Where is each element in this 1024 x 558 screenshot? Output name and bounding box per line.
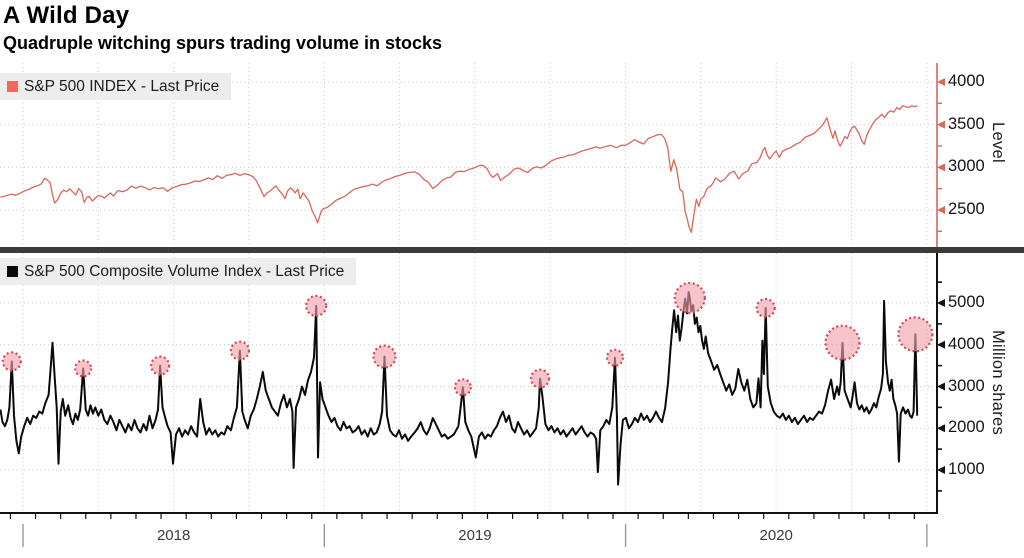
volume-tick-label: 4000	[948, 334, 985, 353]
price-tick-label: 3000	[948, 157, 985, 176]
price-tick-label: 2500	[948, 200, 985, 218]
axis-arrow-tick	[937, 340, 945, 349]
witching-day-marker	[824, 324, 861, 361]
axis-arrow-tick	[937, 78, 945, 86]
axis-arrow-tick	[937, 466, 945, 474]
axis-arrow-tick	[937, 206, 945, 214]
x-year-label: 2020	[759, 527, 793, 544]
witching-day-marker	[150, 355, 171, 376]
axis-arrow-tick	[937, 120, 945, 129]
witching-day-marker	[1, 351, 22, 372]
chart-subtitle: Quadruple witching spurs trading volume …	[3, 33, 443, 53]
axis-arrow-tick	[937, 163, 945, 172]
x-year-label: 2019	[458, 527, 492, 544]
price-tick-label: 3500	[948, 114, 985, 133]
witching-day-marker	[897, 316, 934, 353]
witching-day-marker	[229, 340, 250, 361]
volume-tick-label: 1000	[948, 460, 985, 478]
legend-swatch-red	[7, 81, 18, 92]
legend-sp500-label: S&P 500 INDEX - Last Price	[24, 77, 220, 95]
sp500-price-line	[0, 104, 918, 234]
axis-arrow-tick	[937, 424, 945, 433]
witching-day-marker	[305, 294, 328, 317]
witching-day-marker	[372, 344, 397, 369]
volume-tick-label: 3000	[948, 376, 985, 395]
legend-swatch-black	[7, 266, 18, 277]
chart-title: A Wild Day	[3, 2, 130, 29]
witching-day-marker	[74, 359, 93, 378]
volume-tick-label: 5000	[948, 293, 985, 311]
panel-divider	[0, 247, 1024, 253]
axis-arrow-tick	[937, 299, 945, 307]
volume-tick-label: 2000	[948, 418, 985, 437]
x-year-label: 2018	[156, 527, 191, 544]
witching-day-marker	[755, 297, 776, 319]
witching-day-marker	[529, 368, 551, 389]
witching-day-marker	[605, 348, 625, 367]
y-axis-title-million-shares: Million shares	[989, 330, 1007, 436]
axis-arrow-tick	[937, 382, 945, 391]
legend-volume-index: S&P 500 Composite Volume Index - Last Pr…	[0, 258, 357, 285]
volume-line	[0, 291, 919, 486]
y-axis-title-level: Level	[989, 122, 1007, 163]
witching-day-marker	[453, 378, 472, 397]
price-tick-label: 4000	[948, 72, 985, 90]
legend-sp500-index: S&P 500 INDEX - Last Price	[0, 73, 232, 100]
witching-day-marker	[673, 281, 706, 315]
legend-volume-label: S&P 500 Composite Volume Index - Last Pr…	[24, 262, 345, 280]
